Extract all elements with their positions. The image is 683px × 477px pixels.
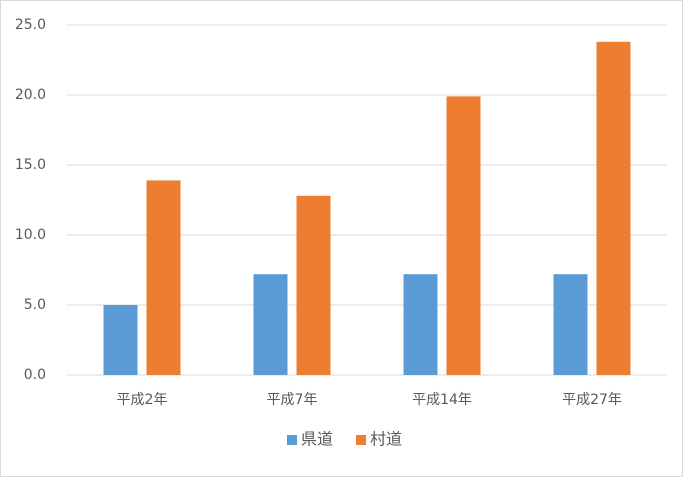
bar — [553, 274, 588, 375]
x-tick-label: 平成7年 — [267, 392, 318, 408]
y-tick-label: 0.0 — [24, 367, 46, 383]
x-tick-label: 平成27年 — [562, 392, 622, 408]
bar — [103, 305, 138, 375]
legend-swatch — [356, 435, 366, 445]
x-tick-label: 平成2年 — [117, 392, 168, 408]
bar — [296, 195, 331, 375]
bar — [596, 41, 631, 376]
bar — [403, 274, 438, 375]
y-tick-label: 10.0 — [15, 227, 46, 243]
y-tick-label: 5.0 — [24, 297, 46, 313]
y-tick-label: 15.0 — [15, 157, 46, 173]
bar — [253, 274, 288, 375]
y-tick-label: 20.0 — [15, 87, 46, 103]
legend-label: 村道 — [370, 430, 402, 449]
bar — [446, 96, 481, 376]
y-tick-label: 25.0 — [15, 17, 46, 33]
legend-swatch — [287, 435, 297, 445]
bar — [146, 180, 181, 375]
x-tick-label: 平成14年 — [412, 392, 472, 408]
legend-label: 県道 — [301, 430, 333, 449]
